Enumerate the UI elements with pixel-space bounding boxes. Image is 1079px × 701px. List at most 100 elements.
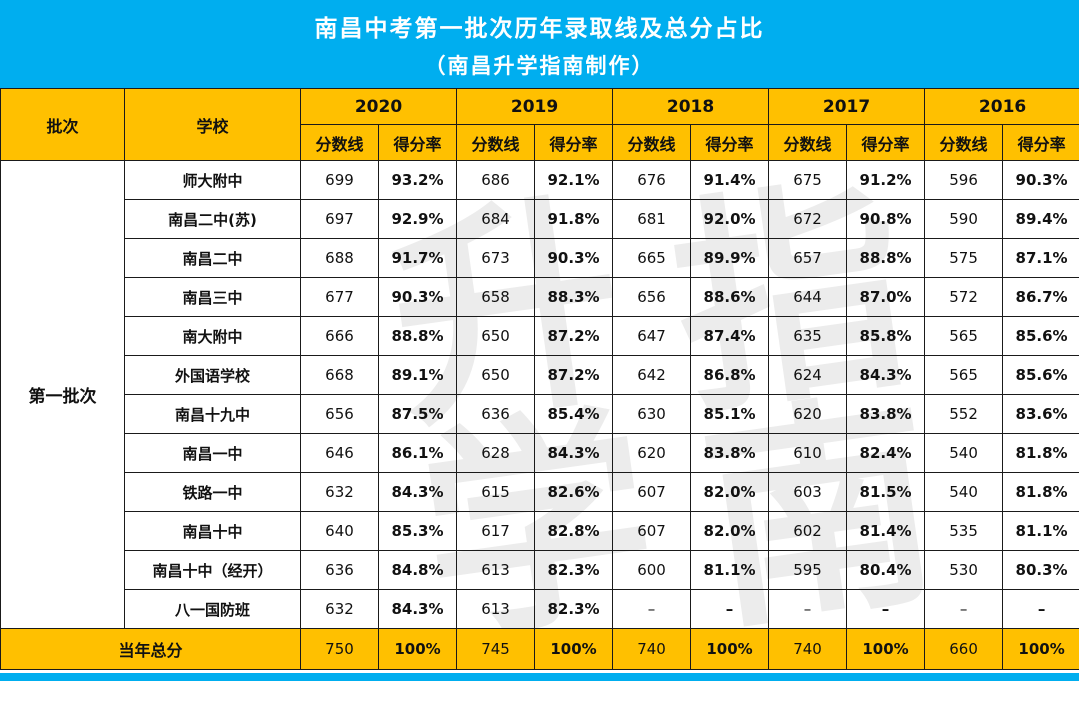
- rate-value: 84.3%: [379, 590, 457, 629]
- rate-value: 85.8%: [847, 317, 925, 356]
- scores-table: 批次 学校 2020 2019 2018 2017 2016 分数线 得分率 分…: [0, 88, 1079, 670]
- score-value: 607: [613, 512, 691, 551]
- col-header-rate: 得分率: [847, 125, 925, 161]
- score-value: 552: [925, 395, 1003, 434]
- rate-value: 86.1%: [379, 434, 457, 473]
- rate-value: 89.1%: [379, 356, 457, 395]
- score-value: –: [769, 590, 847, 629]
- rate-value: 82.0%: [691, 512, 769, 551]
- rate-value: 82.8%: [535, 512, 613, 551]
- school-name: 南昌二中(苏): [125, 200, 301, 239]
- school-name: 南昌三中: [125, 278, 301, 317]
- score-value: 665: [613, 239, 691, 278]
- score-value: 610: [769, 434, 847, 473]
- score-value: 630: [613, 395, 691, 434]
- rate-value: 90.8%: [847, 200, 925, 239]
- score-value: 620: [613, 434, 691, 473]
- rate-value: 81.1%: [691, 551, 769, 590]
- col-header-score: 分数线: [769, 125, 847, 161]
- rate-value: 88.8%: [847, 239, 925, 278]
- score-value: 676: [613, 161, 691, 200]
- rate-value: 90.3%: [379, 278, 457, 317]
- col-header-year-2020: 2020: [301, 89, 457, 125]
- rate-value: 87.2%: [535, 317, 613, 356]
- rate-value: 88.8%: [379, 317, 457, 356]
- rate-value: 88.6%: [691, 278, 769, 317]
- score-value: 657: [769, 239, 847, 278]
- rate-value: 84.3%: [379, 473, 457, 512]
- score-value: 640: [301, 512, 379, 551]
- school-name: 南昌十中: [125, 512, 301, 551]
- score-value: 668: [301, 356, 379, 395]
- score-value: 684: [457, 200, 535, 239]
- total-score-value: 660: [925, 629, 1003, 670]
- page-title: 南昌中考第一批次历年录取线及总分占比: [315, 9, 765, 43]
- rate-value: 89.9%: [691, 239, 769, 278]
- rate-value: 81.5%: [847, 473, 925, 512]
- rate-value: 90.3%: [1003, 161, 1079, 200]
- score-value: 647: [613, 317, 691, 356]
- batch-cell: 第一批次: [1, 161, 125, 629]
- rate-value: 87.4%: [691, 317, 769, 356]
- col-header-rate: 得分率: [535, 125, 613, 161]
- score-value: 699: [301, 161, 379, 200]
- score-value: 572: [925, 278, 1003, 317]
- score-value: 530: [925, 551, 1003, 590]
- total-label: 当年总分: [1, 629, 301, 670]
- rate-value: 85.6%: [1003, 317, 1079, 356]
- rate-value: 91.4%: [691, 161, 769, 200]
- score-value: 646: [301, 434, 379, 473]
- rate-value: 88.3%: [535, 278, 613, 317]
- rate-value: 84.3%: [535, 434, 613, 473]
- score-value: 672: [769, 200, 847, 239]
- score-value: 613: [457, 590, 535, 629]
- score-value: 565: [925, 317, 1003, 356]
- score-value: 590: [925, 200, 1003, 239]
- col-header-school: 学校: [125, 89, 301, 161]
- score-value: 688: [301, 239, 379, 278]
- school-name: 南昌一中: [125, 434, 301, 473]
- col-header-score: 分数线: [301, 125, 379, 161]
- score-value: 607: [613, 473, 691, 512]
- score-value: –: [613, 590, 691, 629]
- score-value: 540: [925, 473, 1003, 512]
- col-header-score: 分数线: [925, 125, 1003, 161]
- score-value: 624: [769, 356, 847, 395]
- col-header-batch: 批次: [1, 89, 125, 161]
- school-name: 南昌十九中: [125, 395, 301, 434]
- col-header-year-2017: 2017: [769, 89, 925, 125]
- score-value: 656: [613, 278, 691, 317]
- score-value: 596: [925, 161, 1003, 200]
- rate-value: 82.3%: [535, 590, 613, 629]
- rate-value: 81.8%: [1003, 434, 1079, 473]
- school-name: 铁路一中: [125, 473, 301, 512]
- score-value: 615: [457, 473, 535, 512]
- rate-value: 91.8%: [535, 200, 613, 239]
- score-value: 636: [301, 551, 379, 590]
- total-rate-value: 100%: [847, 629, 925, 670]
- page: 南昌中考第一批次历年录取线及总分占比 （南昌升学指南制作） 升学 指南 批次 学…: [0, 0, 1079, 680]
- col-header-year-2016: 2016: [925, 89, 1079, 125]
- rate-value: 85.1%: [691, 395, 769, 434]
- score-value: 681: [613, 200, 691, 239]
- rate-value: 89.4%: [1003, 200, 1079, 239]
- score-value: –: [925, 590, 1003, 629]
- score-value: 658: [457, 278, 535, 317]
- score-value: 595: [769, 551, 847, 590]
- score-value: 656: [301, 395, 379, 434]
- score-value: 617: [457, 512, 535, 551]
- rate-value: 81.1%: [1003, 512, 1079, 551]
- rate-value: 87.1%: [1003, 239, 1079, 278]
- score-value: 686: [457, 161, 535, 200]
- school-name: 八一国防班: [125, 590, 301, 629]
- score-value: 535: [925, 512, 1003, 551]
- score-value: 632: [301, 473, 379, 512]
- score-value: 666: [301, 317, 379, 356]
- score-value: 603: [769, 473, 847, 512]
